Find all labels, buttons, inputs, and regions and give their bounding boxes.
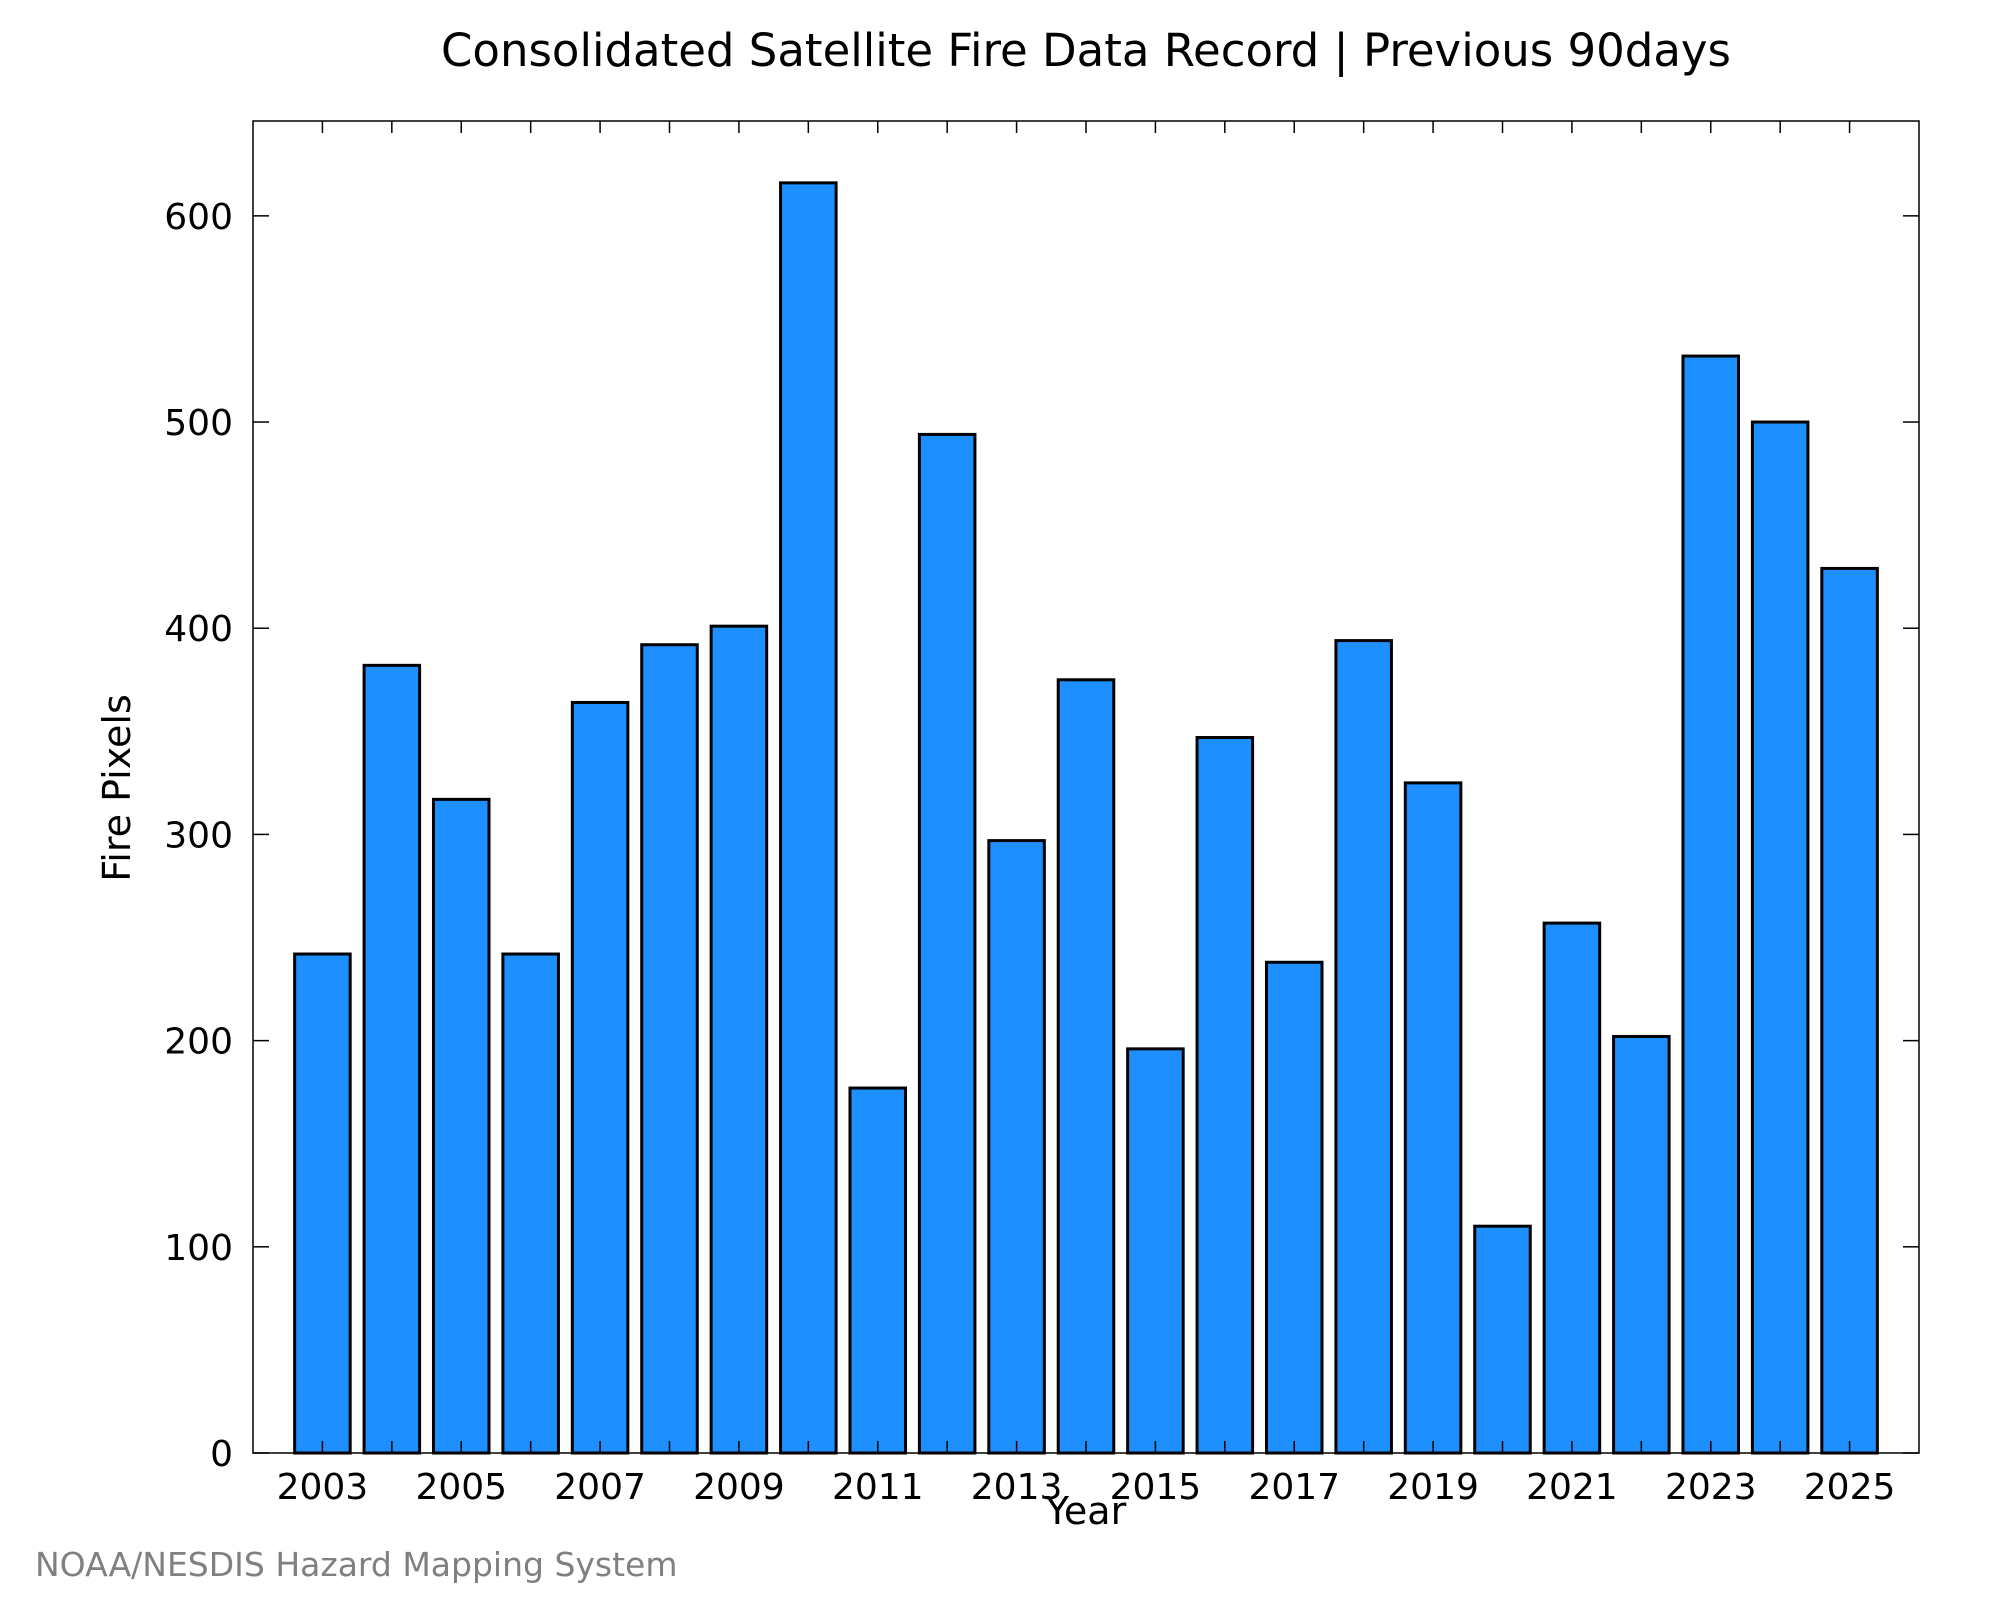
y-tick-label-0: 0 bbox=[210, 1434, 233, 1475]
bar-2005 bbox=[431, 797, 491, 1455]
bar-2018 bbox=[1334, 639, 1393, 1455]
bar-2012 bbox=[917, 432, 977, 1455]
bar-2019 bbox=[1403, 781, 1463, 1455]
bar-2008 bbox=[640, 643, 699, 1455]
bar-2020 bbox=[1473, 1224, 1532, 1455]
y-tick-label-600: 600 bbox=[164, 197, 233, 238]
bar-2004 bbox=[362, 663, 422, 1455]
x-tick-label-2011: 2011 bbox=[832, 1467, 924, 1508]
bar-2009 bbox=[709, 624, 769, 1455]
plot-frame bbox=[252, 120, 1920, 1454]
x-tick-label-2025: 2025 bbox=[1804, 1467, 1896, 1508]
bar-2014 bbox=[1056, 678, 1116, 1455]
x-tick-label-2015: 2015 bbox=[1110, 1467, 1202, 1508]
x-axis-title: Year bbox=[1045, 1489, 1127, 1533]
bar-2017 bbox=[1264, 960, 1324, 1455]
bar-2021 bbox=[1542, 921, 1602, 1455]
x-tick-label-2009: 2009 bbox=[693, 1467, 785, 1508]
bar-2016 bbox=[1195, 736, 1255, 1455]
x-tick-label-2019: 2019 bbox=[1387, 1467, 1479, 1508]
bar-2024 bbox=[1750, 420, 1810, 1455]
y-axis-title: Fire Pixels bbox=[95, 694, 139, 882]
x-tick-label-2021: 2021 bbox=[1526, 1467, 1618, 1508]
bar-2015 bbox=[1126, 1047, 1185, 1455]
bar-2025 bbox=[1820, 566, 1879, 1455]
y-tick-label-200: 200 bbox=[164, 1022, 233, 1063]
credit-text: NOAA/NESDIS Hazard Mapping System bbox=[35, 1545, 678, 1584]
x-tick-label-2023: 2023 bbox=[1665, 1467, 1757, 1508]
bar-2006 bbox=[501, 952, 560, 1455]
x-tick-label-2005: 2005 bbox=[415, 1467, 507, 1508]
y-tick-label-400: 400 bbox=[164, 609, 233, 650]
x-tick-label-2013: 2013 bbox=[971, 1467, 1063, 1508]
bar-2022 bbox=[1612, 1034, 1671, 1455]
x-tick-label-2003: 2003 bbox=[277, 1467, 369, 1508]
axis-ticks: 0 100 200 300 400 500 600 2003 2005 2007 2009 2011 2… bbox=[164, 121, 1919, 1508]
bar-2023 bbox=[1681, 354, 1741, 1455]
y-tick-label-300: 300 bbox=[164, 815, 233, 856]
bar-2003 bbox=[293, 952, 352, 1455]
y-tick-label-500: 500 bbox=[164, 403, 233, 444]
chart-title: Consolidated Satellite Fire Data Record … bbox=[441, 24, 1731, 77]
bar-2013 bbox=[987, 839, 1046, 1455]
x-tick-label-2007: 2007 bbox=[554, 1467, 646, 1508]
bar-2011 bbox=[848, 1086, 908, 1455]
y-tick-label-100: 100 bbox=[164, 1228, 233, 1269]
bar-2010 bbox=[779, 181, 838, 1455]
bar-2007 bbox=[570, 700, 630, 1455]
x-tick-label-2017: 2017 bbox=[1248, 1467, 1340, 1508]
bar-series bbox=[293, 181, 1879, 1455]
